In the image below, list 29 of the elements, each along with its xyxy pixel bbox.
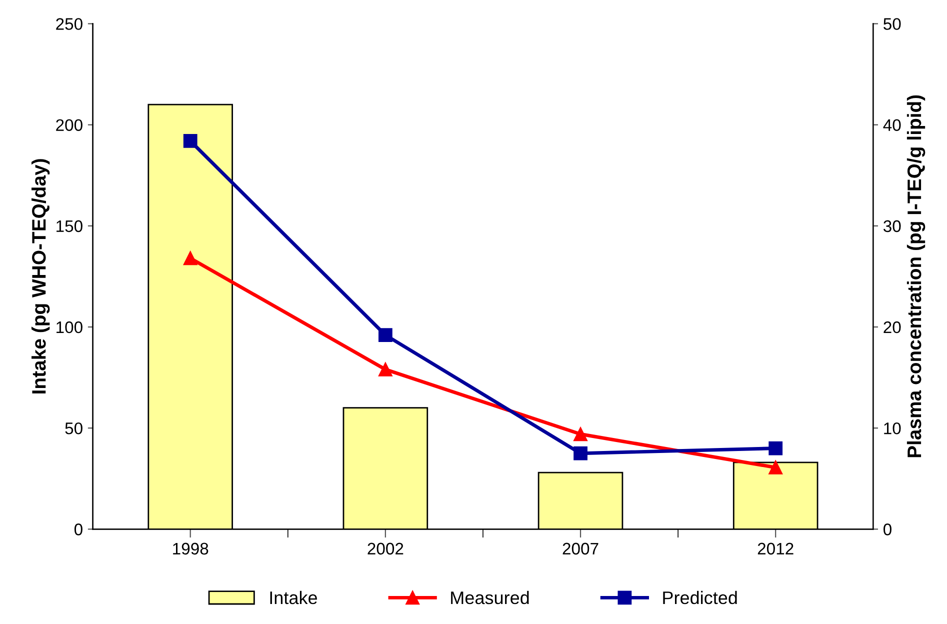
legend-label: Intake [270, 590, 317, 604]
y2-tick-label: 50 [884, 18, 901, 30]
y-tick-label: 50 [65, 422, 82, 434]
y2-axis-title: Plasma concentration (pg I-TEQ/g lipid) [906, 95, 926, 458]
y-tick-label: 200 [56, 119, 82, 132]
y2-tick-label: 30 [883, 220, 901, 232]
y-tick-label: 250 [56, 18, 82, 30]
point [183, 251, 198, 266]
x-tick-label: 2002 [368, 542, 404, 555]
x-tick-label: 1998 [173, 542, 208, 555]
y2-tick-label: 40 [883, 119, 901, 132]
y2-tick-label: 20 [884, 321, 901, 334]
point [768, 460, 783, 474]
point [183, 134, 198, 148]
y2-tick-label: 0 [884, 524, 892, 536]
y2-tick-label: 10 [884, 422, 901, 434]
point [378, 362, 392, 376]
point [574, 446, 588, 460]
y-axis-title: Intake (pg WHO-TEQ/day) [32, 159, 50, 394]
x-tick-label: 2012 [758, 542, 794, 555]
y-tick-label: 150 [56, 220, 82, 232]
point [574, 427, 588, 442]
point [768, 441, 783, 456]
y-tick-label: 100 [56, 321, 82, 334]
x-tick-label: 2007 [562, 542, 598, 555]
y-tick-label: 0 [74, 524, 82, 536]
point [378, 328, 392, 342]
legend-label: Predicted [663, 590, 737, 604]
legend-label: Measured [451, 590, 529, 604]
